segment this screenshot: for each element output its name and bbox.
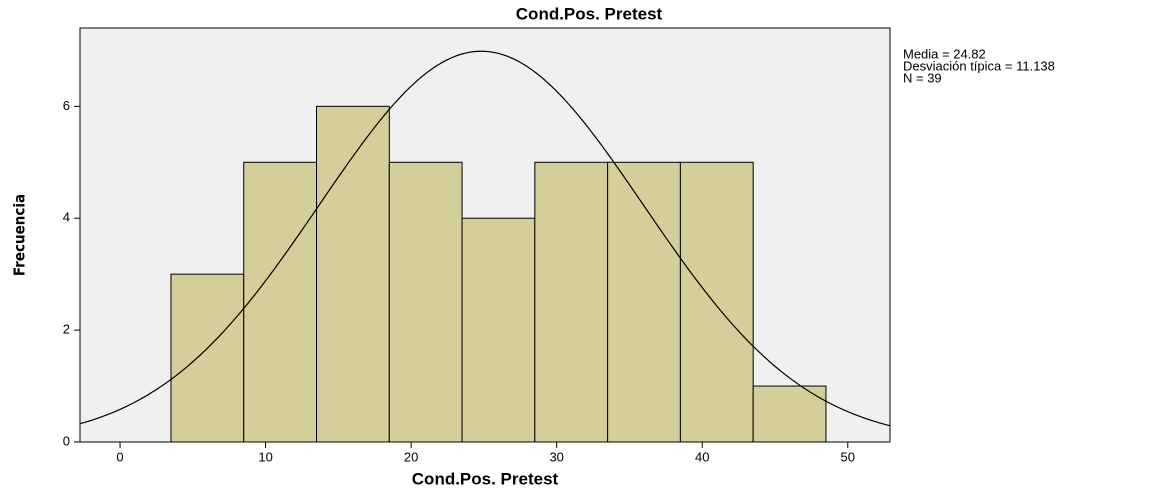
x-tick-label: 40 bbox=[695, 449, 709, 464]
bar bbox=[388, 161, 463, 443]
y-axis-label: Frecuencia bbox=[11, 194, 29, 276]
bar bbox=[752, 385, 827, 443]
bar bbox=[170, 273, 245, 443]
x-tick-label: 20 bbox=[404, 449, 418, 464]
normal-curve bbox=[79, 50, 891, 427]
bar bbox=[534, 161, 609, 443]
y-tick-label: 6 bbox=[63, 98, 70, 113]
x-tick-label: 10 bbox=[258, 449, 272, 464]
bar bbox=[243, 161, 318, 443]
annotation: N = 39 bbox=[903, 70, 942, 85]
x-tick-label: 50 bbox=[841, 449, 855, 464]
x-axis-label: Cond.Pos. Pretest bbox=[412, 469, 559, 488]
bar bbox=[316, 105, 390, 443]
chart-title: Cond.Pos. Pretest bbox=[516, 4, 663, 23]
y-tick-label: 0 bbox=[63, 433, 70, 448]
annotation: Media = 24.82 bbox=[903, 46, 986, 61]
bar bbox=[679, 161, 754, 443]
bar bbox=[461, 217, 536, 443]
y-tick-label: 2 bbox=[63, 322, 70, 337]
bar bbox=[607, 161, 681, 443]
y-tick-label: 4 bbox=[63, 210, 70, 225]
x-tick-label: 0 bbox=[116, 449, 123, 464]
x-tick-label: 30 bbox=[549, 449, 563, 464]
annotation: Desviación típica = 11.138 bbox=[903, 58, 1055, 73]
